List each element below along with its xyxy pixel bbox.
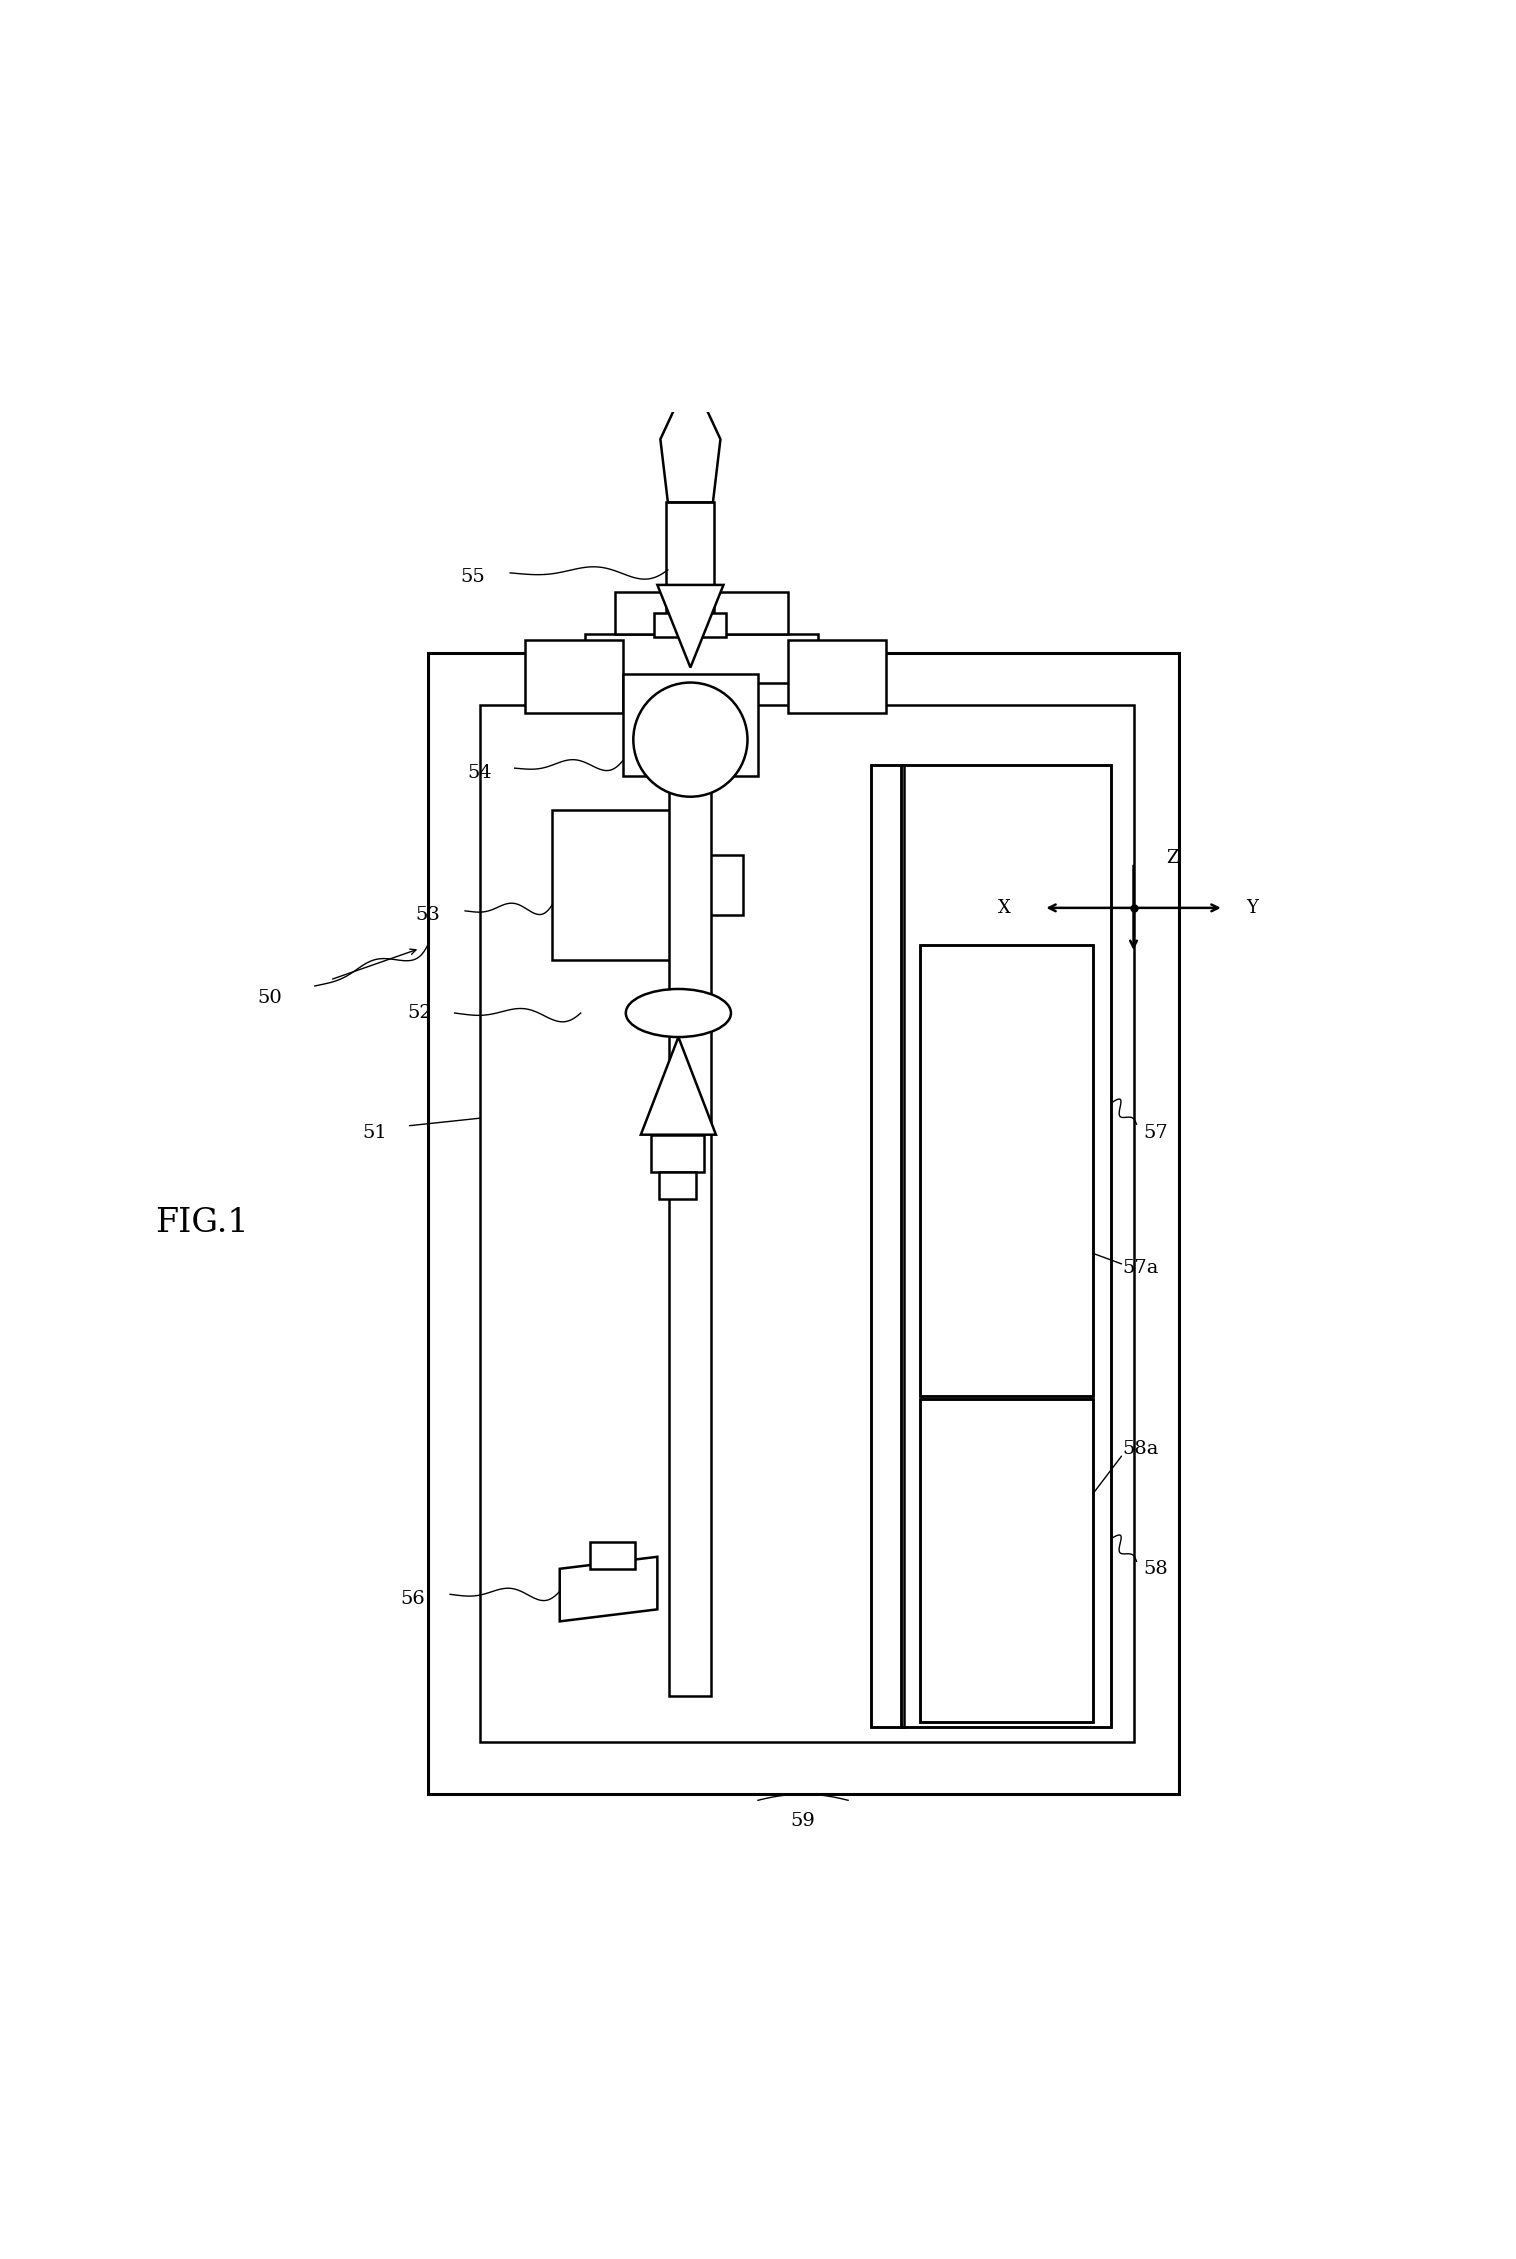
Text: Z: Z bbox=[1167, 849, 1179, 867]
Bar bbox=[481, 705, 1134, 1742]
Bar bbox=[870, 766, 904, 1726]
Text: 57a: 57a bbox=[1123, 1258, 1160, 1276]
Text: 50: 50 bbox=[258, 989, 282, 1008]
Bar bbox=[552, 811, 709, 960]
Text: 59: 59 bbox=[791, 1812, 816, 1830]
Bar bbox=[920, 947, 1093, 1396]
Bar bbox=[667, 501, 714, 619]
Ellipse shape bbox=[626, 989, 731, 1037]
Polygon shape bbox=[559, 1556, 658, 1622]
Text: 51: 51 bbox=[362, 1125, 387, 1143]
Bar bbox=[623, 673, 758, 775]
Text: 58a: 58a bbox=[1123, 1439, 1160, 1457]
Bar bbox=[590, 1541, 635, 1568]
Bar bbox=[428, 653, 1178, 1794]
Polygon shape bbox=[658, 585, 723, 666]
Text: 57: 57 bbox=[1143, 1125, 1169, 1143]
Bar bbox=[920, 947, 1093, 1396]
Bar bbox=[901, 766, 1111, 1726]
Bar bbox=[901, 766, 1111, 1726]
Bar bbox=[670, 666, 711, 1697]
Text: 56: 56 bbox=[400, 1590, 424, 1608]
Bar bbox=[788, 642, 885, 712]
Bar bbox=[920, 1398, 1093, 1721]
Text: 58: 58 bbox=[1143, 1559, 1169, 1577]
Text: 53: 53 bbox=[415, 906, 440, 924]
Text: X: X bbox=[998, 899, 1010, 917]
Ellipse shape bbox=[634, 682, 747, 797]
Text: Y: Y bbox=[1246, 899, 1258, 917]
Text: FIG.1: FIG.1 bbox=[156, 1206, 249, 1240]
Text: 54: 54 bbox=[468, 764, 493, 782]
Bar bbox=[652, 1134, 703, 1172]
Bar bbox=[870, 766, 904, 1726]
Polygon shape bbox=[661, 375, 720, 501]
Bar bbox=[585, 635, 819, 682]
Text: 55: 55 bbox=[461, 569, 485, 587]
Bar bbox=[659, 1172, 696, 1200]
Bar bbox=[615, 592, 788, 635]
Bar bbox=[920, 1398, 1093, 1721]
Bar bbox=[655, 614, 726, 637]
Bar bbox=[525, 642, 623, 712]
Polygon shape bbox=[641, 1037, 716, 1134]
Text: 52: 52 bbox=[408, 1003, 432, 1021]
Bar bbox=[709, 856, 743, 915]
